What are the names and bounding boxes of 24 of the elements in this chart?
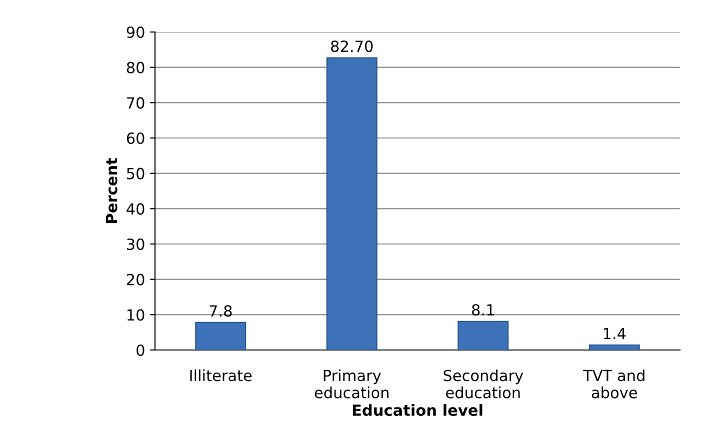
y-tick-label: 30 (127, 238, 144, 250)
y-tick-label: 50 (127, 168, 144, 180)
x-tick-label: Secondary education (444, 369, 524, 398)
y-axis-title: Percent (106, 158, 118, 223)
y-tick-label: 0 (136, 344, 144, 356)
data-label: 7.8 (210, 305, 232, 317)
x-tick-label: Illiterate (190, 369, 252, 382)
bar (458, 320, 509, 350)
y-tick-label: 60 (126, 132, 144, 144)
data-label: 82.70 (331, 40, 373, 52)
y-tick-label: 80 (126, 62, 144, 74)
data-label: 8.1 (472, 304, 494, 316)
y-tick-label: 70 (127, 97, 144, 109)
bar (588, 344, 640, 350)
x-tick-label: TVT and above (582, 369, 644, 398)
x-axis-title: Education level (352, 404, 482, 416)
bar (326, 57, 378, 350)
y-tick-label: 10 (128, 309, 144, 321)
data-label: 1.4 (604, 328, 626, 340)
y-tick-label: 20 (126, 274, 144, 286)
y-tick-label: 90 (126, 26, 144, 38)
bar (195, 322, 246, 350)
x-tick-label: Primary education (314, 369, 388, 398)
y-tick-label: 40 (126, 203, 144, 215)
